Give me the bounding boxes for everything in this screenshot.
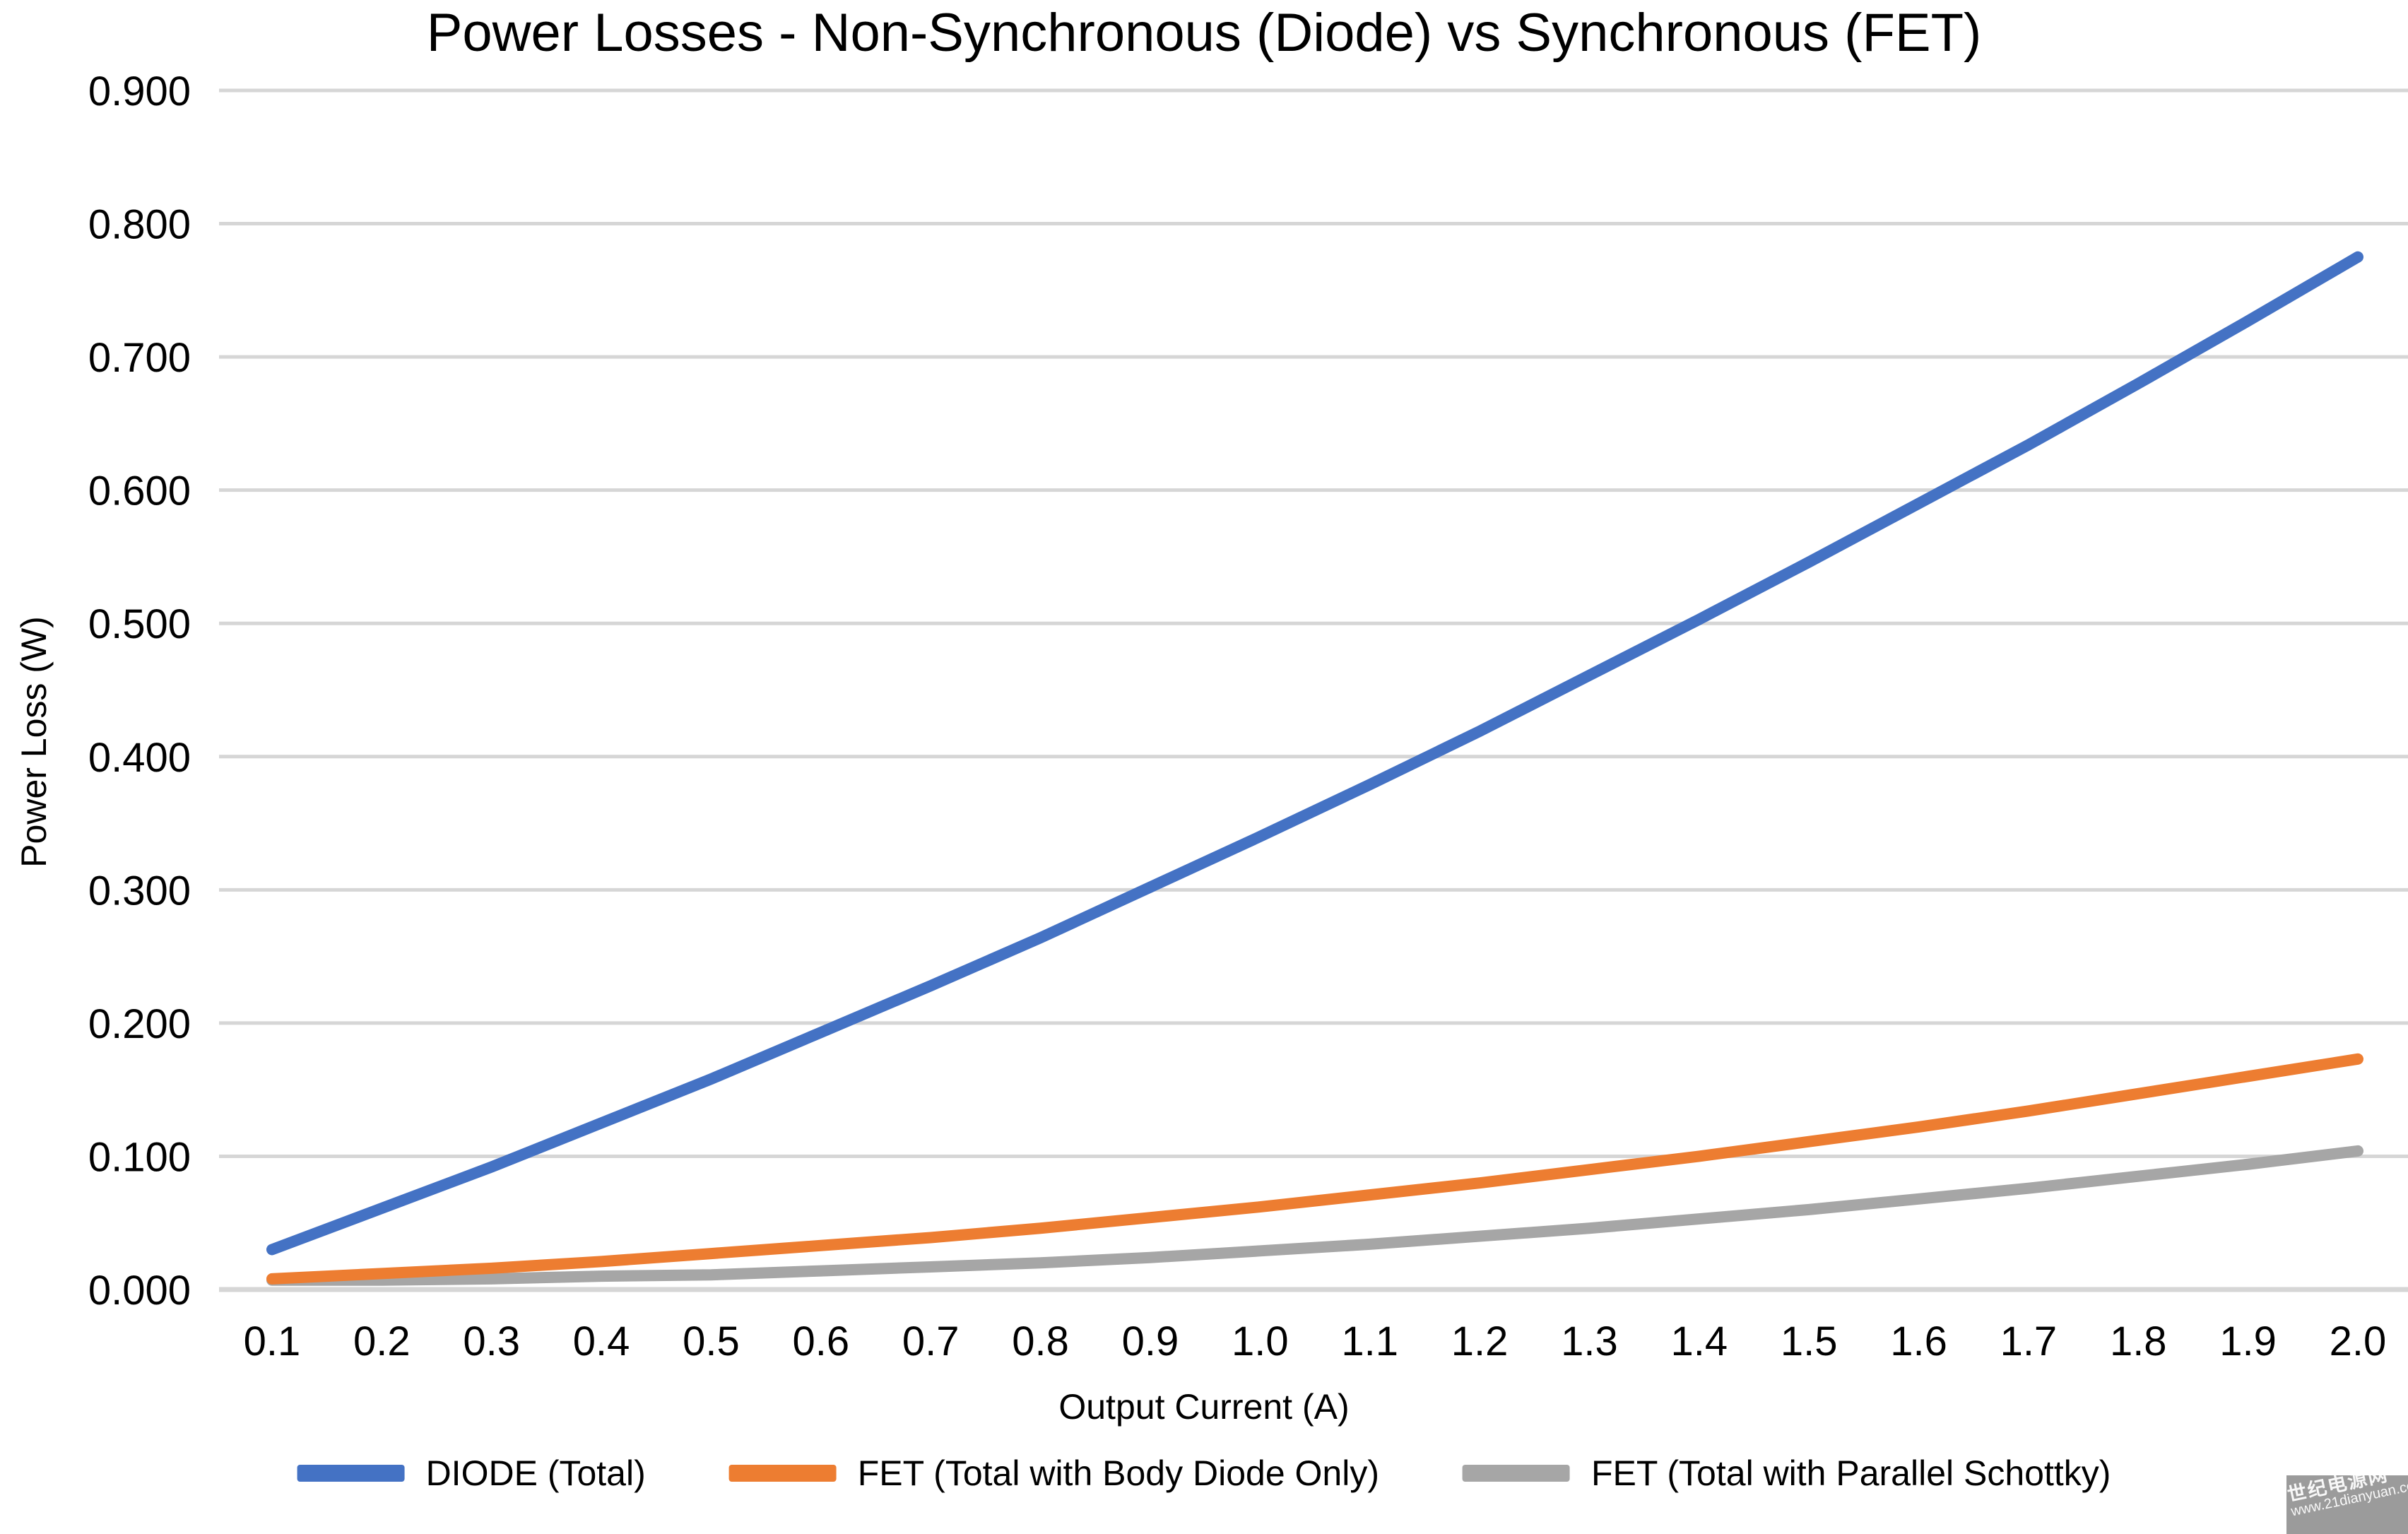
x-tick-label: 0.9 [1122, 1318, 1179, 1364]
x-tick-label: 0.1 [244, 1318, 301, 1364]
y-tick-label: 0.700 [88, 335, 191, 381]
chart-legend: DIODE (Total) FET (Total with Body Diode … [297, 1453, 2111, 1494]
y-tick-label: 0.500 [88, 601, 191, 647]
legend-swatch [1462, 1465, 1570, 1482]
gridlines [219, 88, 2408, 1292]
y-tick-label: 0.600 [88, 468, 191, 514]
x-tick-label: 1.1 [1341, 1318, 1398, 1364]
y-tick-label: 0.100 [88, 1134, 191, 1180]
legend-label: DIODE (Total) [425, 1453, 646, 1493]
legend-label: FET (Total with Parallel Schottky) [1590, 1453, 2111, 1493]
y-tick-label: 0.200 [88, 1001, 191, 1047]
y-tick-label: 0.900 [88, 69, 191, 114]
series-line-diode-total [266, 251, 2363, 1256]
x-tick-label: 1.2 [1451, 1318, 1509, 1364]
legend-item-fet-total-with-parallel-schottky: FET (Total with Parallel Schottky) [1462, 1453, 2111, 1494]
x-tick-label: 1.3 [1561, 1318, 1618, 1364]
x-axis-title: Output Current (A) [1058, 1387, 1350, 1427]
series-line-fet-total-with-parallel-schottky [266, 1145, 2363, 1286]
series-line-fet-total-with-body-diode-only [266, 1053, 2363, 1285]
x-tick-label: 0.6 [793, 1318, 850, 1364]
x-tick-label: 0.3 [463, 1318, 520, 1364]
series-lines [266, 251, 2363, 1286]
chart-title: Power Losses - Non-Synchronous (Diode) v… [426, 3, 1982, 63]
watermark-text: 世纪电源网 www.21dianyuan.com [2286, 1475, 2408, 1520]
y-tick-label: 0.000 [88, 1268, 191, 1314]
x-tick-label: 0.4 [573, 1318, 630, 1364]
y-tick-label: 0.300 [88, 868, 191, 914]
x-tick-label: 1.5 [1781, 1318, 1838, 1364]
y-tick-label: 0.800 [88, 202, 191, 248]
x-tick-label: 1.9 [2219, 1318, 2277, 1364]
x-tick-label: 2.0 [2330, 1318, 2387, 1364]
x-tick-label: 0.2 [353, 1318, 411, 1364]
watermark-badge: 世纪电源网 www.21dianyuan.com [2286, 1475, 2408, 1534]
x-tick-label: 1.7 [2000, 1318, 2058, 1364]
x-tick-label: 0.5 [683, 1318, 740, 1364]
x-tick-label: 1.6 [1890, 1318, 1947, 1364]
x-tick-labels: 0.1 0.2 0.3 0.4 0.5 0.6 0.7 0.8 0.9 1.0 1.1 1.2 1.3 1… [244, 1318, 2387, 1364]
y-tick-label: 0.400 [88, 735, 191, 781]
x-tick-label: 1.0 [1232, 1318, 1289, 1364]
legend-swatch [728, 1465, 837, 1482]
x-tick-label: 0.7 [902, 1318, 960, 1364]
legend-item-diode-total: DIODE (Total) [297, 1453, 646, 1494]
legend-swatch [297, 1465, 405, 1482]
x-tick-label: 1.4 [1670, 1318, 1728, 1364]
y-tick-labels: 0.000 0.100 0.200 0.300 0.400 0.500 0.600 0.700… [88, 69, 191, 1314]
legend-label: FET (Total with Body Diode Only) [857, 1453, 1379, 1493]
x-tick-label: 1.8 [2110, 1318, 2167, 1364]
legend-item-fet-total-with-body-diode-only: FET (Total with Body Diode Only) [728, 1453, 1379, 1494]
x-tick-label: 0.8 [1012, 1318, 1069, 1364]
